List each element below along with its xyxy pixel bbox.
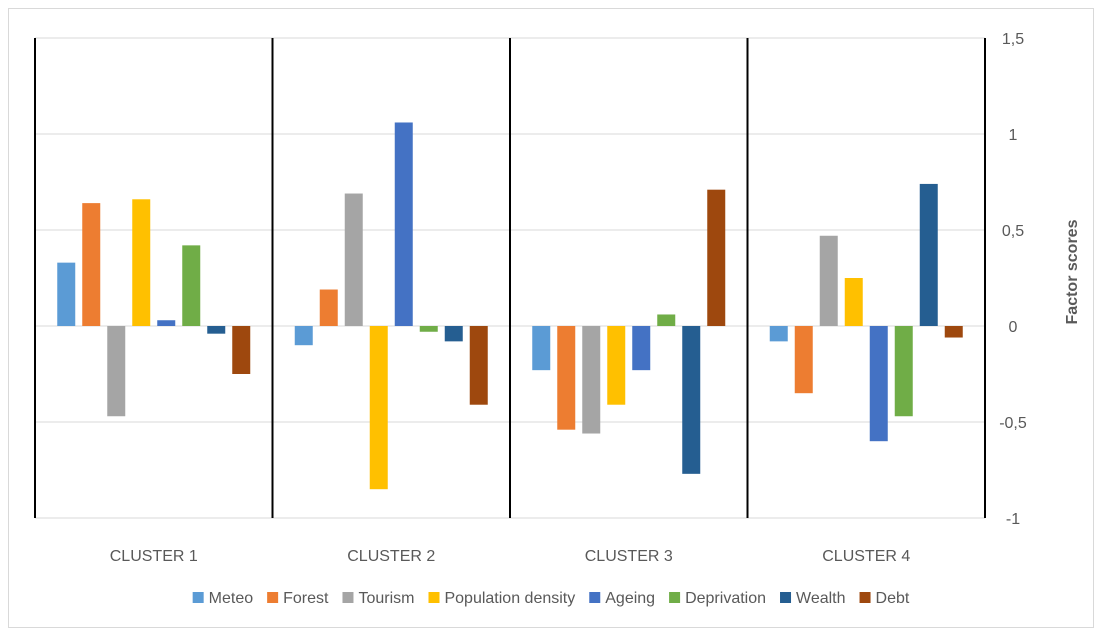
y-tick-label: 0,5 xyxy=(1002,223,1024,240)
legend-label: Wealth xyxy=(796,590,846,607)
legend-label: Ageing xyxy=(605,590,655,607)
bar xyxy=(607,326,626,405)
bar xyxy=(657,314,676,326)
bar xyxy=(682,326,701,474)
bar xyxy=(319,289,338,326)
bar xyxy=(444,326,463,342)
y-tick-label: 1 xyxy=(1009,127,1018,144)
bar xyxy=(557,326,576,430)
legend-label: Population density xyxy=(444,590,575,607)
legend-swatch xyxy=(342,592,354,603)
bar xyxy=(869,326,888,442)
category-label: CLUSTER 4 xyxy=(822,548,910,565)
y-tick-label: 1,5 xyxy=(1002,31,1024,48)
y-axis-label: Factor scores xyxy=(1064,219,1081,324)
bar xyxy=(794,326,813,394)
bar xyxy=(207,326,226,334)
bar xyxy=(344,193,363,326)
y-tick-label: -0,5 xyxy=(999,415,1027,432)
legend-item: Debt xyxy=(859,590,910,607)
bar xyxy=(819,235,838,326)
bar xyxy=(707,189,726,326)
bar xyxy=(944,326,963,338)
bar xyxy=(82,203,101,326)
bars xyxy=(57,122,963,490)
legend-item: Meteo xyxy=(192,590,254,607)
legend-label: Debt xyxy=(876,590,910,607)
bar xyxy=(182,245,201,326)
legend: Meteo Forest Tourism Population density Agei… xyxy=(192,590,910,607)
legend-label: Tourism xyxy=(358,590,414,607)
bar xyxy=(844,278,863,326)
cluster-separators xyxy=(34,38,986,518)
legend-label: Meteo xyxy=(209,590,254,607)
bar xyxy=(419,326,438,332)
legend-item: Forest xyxy=(267,590,329,607)
bar xyxy=(294,326,313,346)
legend-item: Population density xyxy=(428,590,575,607)
legend-swatch xyxy=(192,592,204,603)
bar xyxy=(157,320,176,326)
legend-swatch xyxy=(669,592,681,603)
legend-item: Ageing xyxy=(589,590,655,607)
legend-label: Deprivation xyxy=(685,590,766,607)
bar xyxy=(469,326,488,405)
legend-swatch xyxy=(428,592,440,603)
y-tick-label: -1 xyxy=(1006,511,1020,528)
bar xyxy=(532,326,551,371)
bar xyxy=(132,199,151,326)
y-tick-labels: 1,5 1 0,5 0 -0,5 -1 xyxy=(999,31,1027,528)
bar xyxy=(769,326,788,342)
category-label: CLUSTER 1 xyxy=(110,548,198,565)
legend-swatch xyxy=(589,592,601,603)
category-labels: CLUSTER 1 CLUSTER 2 CLUSTER 3 CLUSTER 4 xyxy=(110,548,911,565)
chart-border xyxy=(8,8,1094,628)
legend-item: Deprivation xyxy=(669,590,766,607)
category-label: CLUSTER 2 xyxy=(347,548,435,565)
legend-item: Tourism xyxy=(342,590,414,607)
legend-swatch xyxy=(780,592,792,603)
bar xyxy=(107,326,126,417)
bar xyxy=(369,326,388,490)
bar xyxy=(232,326,251,374)
bar xyxy=(57,262,76,326)
bar xyxy=(582,326,601,434)
bar xyxy=(894,326,913,417)
legend-label: Forest xyxy=(283,590,329,607)
legend-swatch xyxy=(859,592,871,603)
legend-swatch xyxy=(267,592,279,603)
y-tick-label: 0 xyxy=(1009,319,1018,336)
category-label: CLUSTER 3 xyxy=(585,548,673,565)
legend-item: Wealth xyxy=(780,590,846,607)
bar xyxy=(394,122,413,326)
bar xyxy=(919,183,938,326)
bar xyxy=(632,326,651,371)
